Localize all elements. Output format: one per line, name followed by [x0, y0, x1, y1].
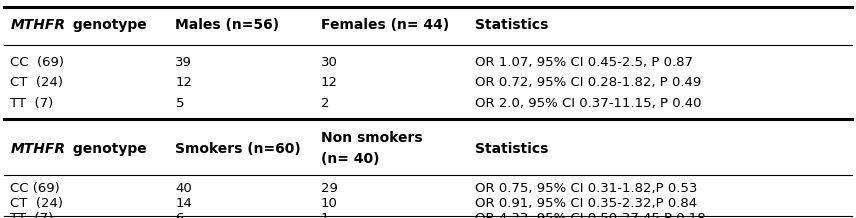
Text: 1: 1: [321, 211, 330, 218]
Text: 2: 2: [321, 97, 330, 110]
Text: TT  (7): TT (7): [10, 211, 54, 218]
Text: 6: 6: [175, 211, 184, 218]
Text: CT  (24): CT (24): [10, 76, 63, 89]
Text: (n= 40): (n= 40): [321, 152, 379, 166]
Text: 5: 5: [175, 97, 184, 110]
Text: Statistics: Statistics: [475, 18, 549, 32]
Text: 12: 12: [321, 76, 338, 89]
Text: Smokers (n=60): Smokers (n=60): [175, 142, 301, 156]
Text: genotype: genotype: [68, 142, 147, 156]
Text: CC  (69): CC (69): [10, 56, 64, 69]
Text: Statistics: Statistics: [475, 142, 549, 156]
Text: OR 2.0, 95% CI 0.37-11.15, P 0.40: OR 2.0, 95% CI 0.37-11.15, P 0.40: [475, 97, 702, 110]
Text: 14: 14: [175, 197, 193, 210]
Text: 10: 10: [321, 197, 338, 210]
Text: 40: 40: [175, 182, 193, 195]
Text: TT  (7): TT (7): [10, 97, 54, 110]
Text: Females (n= 44): Females (n= 44): [321, 18, 449, 32]
Text: MTHFR: MTHFR: [10, 142, 65, 156]
Text: genotype: genotype: [68, 18, 147, 32]
Text: MTHFR: MTHFR: [10, 18, 65, 32]
Text: CT  (24): CT (24): [10, 197, 63, 210]
Text: OR 1.07, 95% CI 0.45-2.5, P 0.87: OR 1.07, 95% CI 0.45-2.5, P 0.87: [475, 56, 693, 69]
Text: OR 0.72, 95% CI 0.28-1.82, P 0.49: OR 0.72, 95% CI 0.28-1.82, P 0.49: [475, 76, 701, 89]
Text: OR 0.75, 95% CI 0.31-1.82,P 0.53: OR 0.75, 95% CI 0.31-1.82,P 0.53: [475, 182, 698, 195]
Text: Males (n=56): Males (n=56): [175, 18, 280, 32]
Text: 30: 30: [321, 56, 338, 69]
Text: OR 0.91, 95% CI 0.35-2.32,P 0.84: OR 0.91, 95% CI 0.35-2.32,P 0.84: [475, 197, 697, 210]
Text: OR 4.33, 95% CI 0.50-37.45,P 0.18: OR 4.33, 95% CI 0.50-37.45,P 0.18: [475, 211, 705, 218]
Text: 29: 29: [321, 182, 338, 195]
Text: 12: 12: [175, 76, 193, 89]
Text: CC (69): CC (69): [10, 182, 60, 195]
Text: Non smokers: Non smokers: [321, 131, 423, 145]
Text: 39: 39: [175, 56, 193, 69]
